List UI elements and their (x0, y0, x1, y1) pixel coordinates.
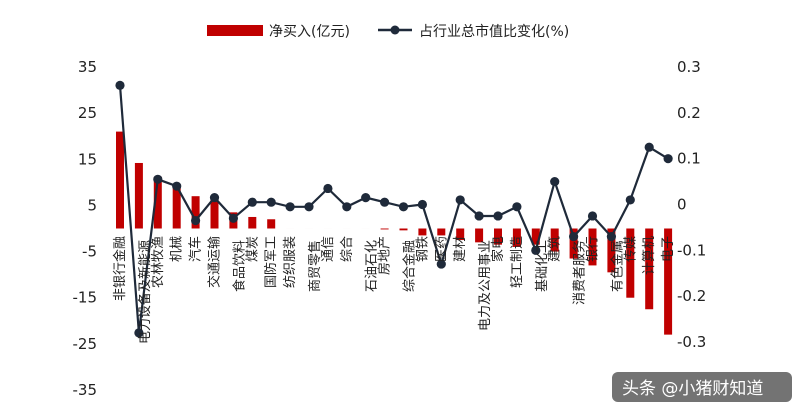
right-tick-label: 0 (677, 196, 687, 214)
right-tick-label: 0.3 (677, 58, 701, 76)
bar-series (116, 132, 672, 335)
category-label: 汽车 (188, 236, 204, 262)
line-point (323, 184, 332, 193)
line-point (115, 81, 124, 90)
category-label: 综合 (340, 236, 355, 262)
line-point (588, 211, 597, 220)
left-tick-label: -5 (82, 243, 97, 261)
category-label: 轻工制造 (510, 236, 525, 288)
category-label: 建筑 (547, 236, 563, 262)
right-tick-label: -0.2 (677, 287, 706, 305)
bar (437, 229, 445, 236)
line-point (607, 232, 616, 241)
line-point (512, 202, 521, 211)
category-label: 医药 (434, 236, 449, 262)
line-point (664, 154, 673, 163)
category-label: 机械 (170, 236, 185, 262)
line-point (267, 198, 276, 207)
category-label: 计算机 (642, 236, 657, 275)
line-point (342, 202, 351, 211)
category-label: 煤炭 (245, 236, 260, 262)
line-point (626, 195, 635, 204)
line-point (361, 193, 370, 202)
left-tick-label: -15 (73, 289, 98, 307)
legend: 净买入(亿元) 占行业总市值比变化(%) (207, 23, 569, 40)
category-label: 国防军工 (263, 236, 279, 288)
line-point (399, 202, 408, 211)
line-point (418, 200, 427, 209)
category-labels: 非银行金融电力设备及新能源农林牧渔机械汽车交通运输食品饮料煤炭国防军工纺织服装商… (112, 236, 676, 344)
category-label: 交通运输 (207, 236, 223, 288)
category-label: 纺织服装 (283, 236, 298, 288)
line-point (645, 143, 654, 152)
category-label: 家电 (490, 236, 506, 262)
left-tick-label: 15 (78, 150, 97, 168)
line-point (493, 211, 502, 220)
line-point (304, 202, 313, 211)
line-point (191, 216, 200, 225)
bar (116, 132, 124, 229)
line-point (286, 202, 295, 211)
left-axis: 35 25 15 5 -5 -15 -25 -35 (73, 58, 98, 399)
bar (267, 219, 275, 228)
bar (135, 163, 143, 229)
bar (400, 229, 408, 231)
category-label: 银行 (586, 236, 601, 262)
left-tick-label: 35 (78, 58, 97, 76)
left-tick-label: 25 (78, 104, 97, 122)
category-label: 传媒 (623, 236, 638, 262)
bar (418, 229, 426, 236)
line-point (210, 193, 219, 202)
category-label: 钢铁 (415, 236, 430, 262)
right-tick-label: 0.1 (677, 150, 701, 168)
watermark-text: 头条 @小猪财知道 (622, 379, 763, 399)
legend-bar-label: 净买入(亿元) (269, 24, 350, 40)
left-tick-label: -25 (73, 335, 98, 353)
line-point (229, 214, 238, 223)
line-point (456, 195, 465, 204)
right-tick-label: -0.3 (677, 333, 706, 351)
watermark: 头条 @小猪财知道 (612, 372, 792, 402)
line-point (569, 232, 578, 241)
category-label: 电子 (661, 236, 676, 262)
category-label: 建材 (453, 236, 468, 262)
bar (211, 199, 219, 229)
line-point (475, 211, 484, 220)
right-axis: 0.3 0.2 0.1 0 -0.1 -0.2 -0.3 (677, 58, 706, 351)
line-point (248, 198, 257, 207)
line-point (172, 182, 181, 191)
bar (248, 217, 256, 229)
left-tick-label: 5 (87, 196, 97, 214)
line-point (380, 198, 389, 207)
category-label: 非银行金融 (112, 236, 128, 301)
category-label: 农林牧渔 (151, 236, 166, 288)
legend-line-label: 占行业总市值比变化(%) (419, 23, 569, 40)
category-label: 房地产 (377, 236, 393, 275)
right-tick-label: -0.1 (677, 241, 706, 259)
legend-line-marker (391, 26, 400, 35)
category-label: 通信 (321, 236, 336, 262)
left-tick-label: -35 (73, 381, 98, 399)
legend-bar-swatch (207, 25, 263, 36)
bar (381, 229, 389, 230)
right-tick-label: 0.2 (677, 104, 701, 122)
line-point (550, 177, 559, 186)
line-point (153, 175, 162, 184)
